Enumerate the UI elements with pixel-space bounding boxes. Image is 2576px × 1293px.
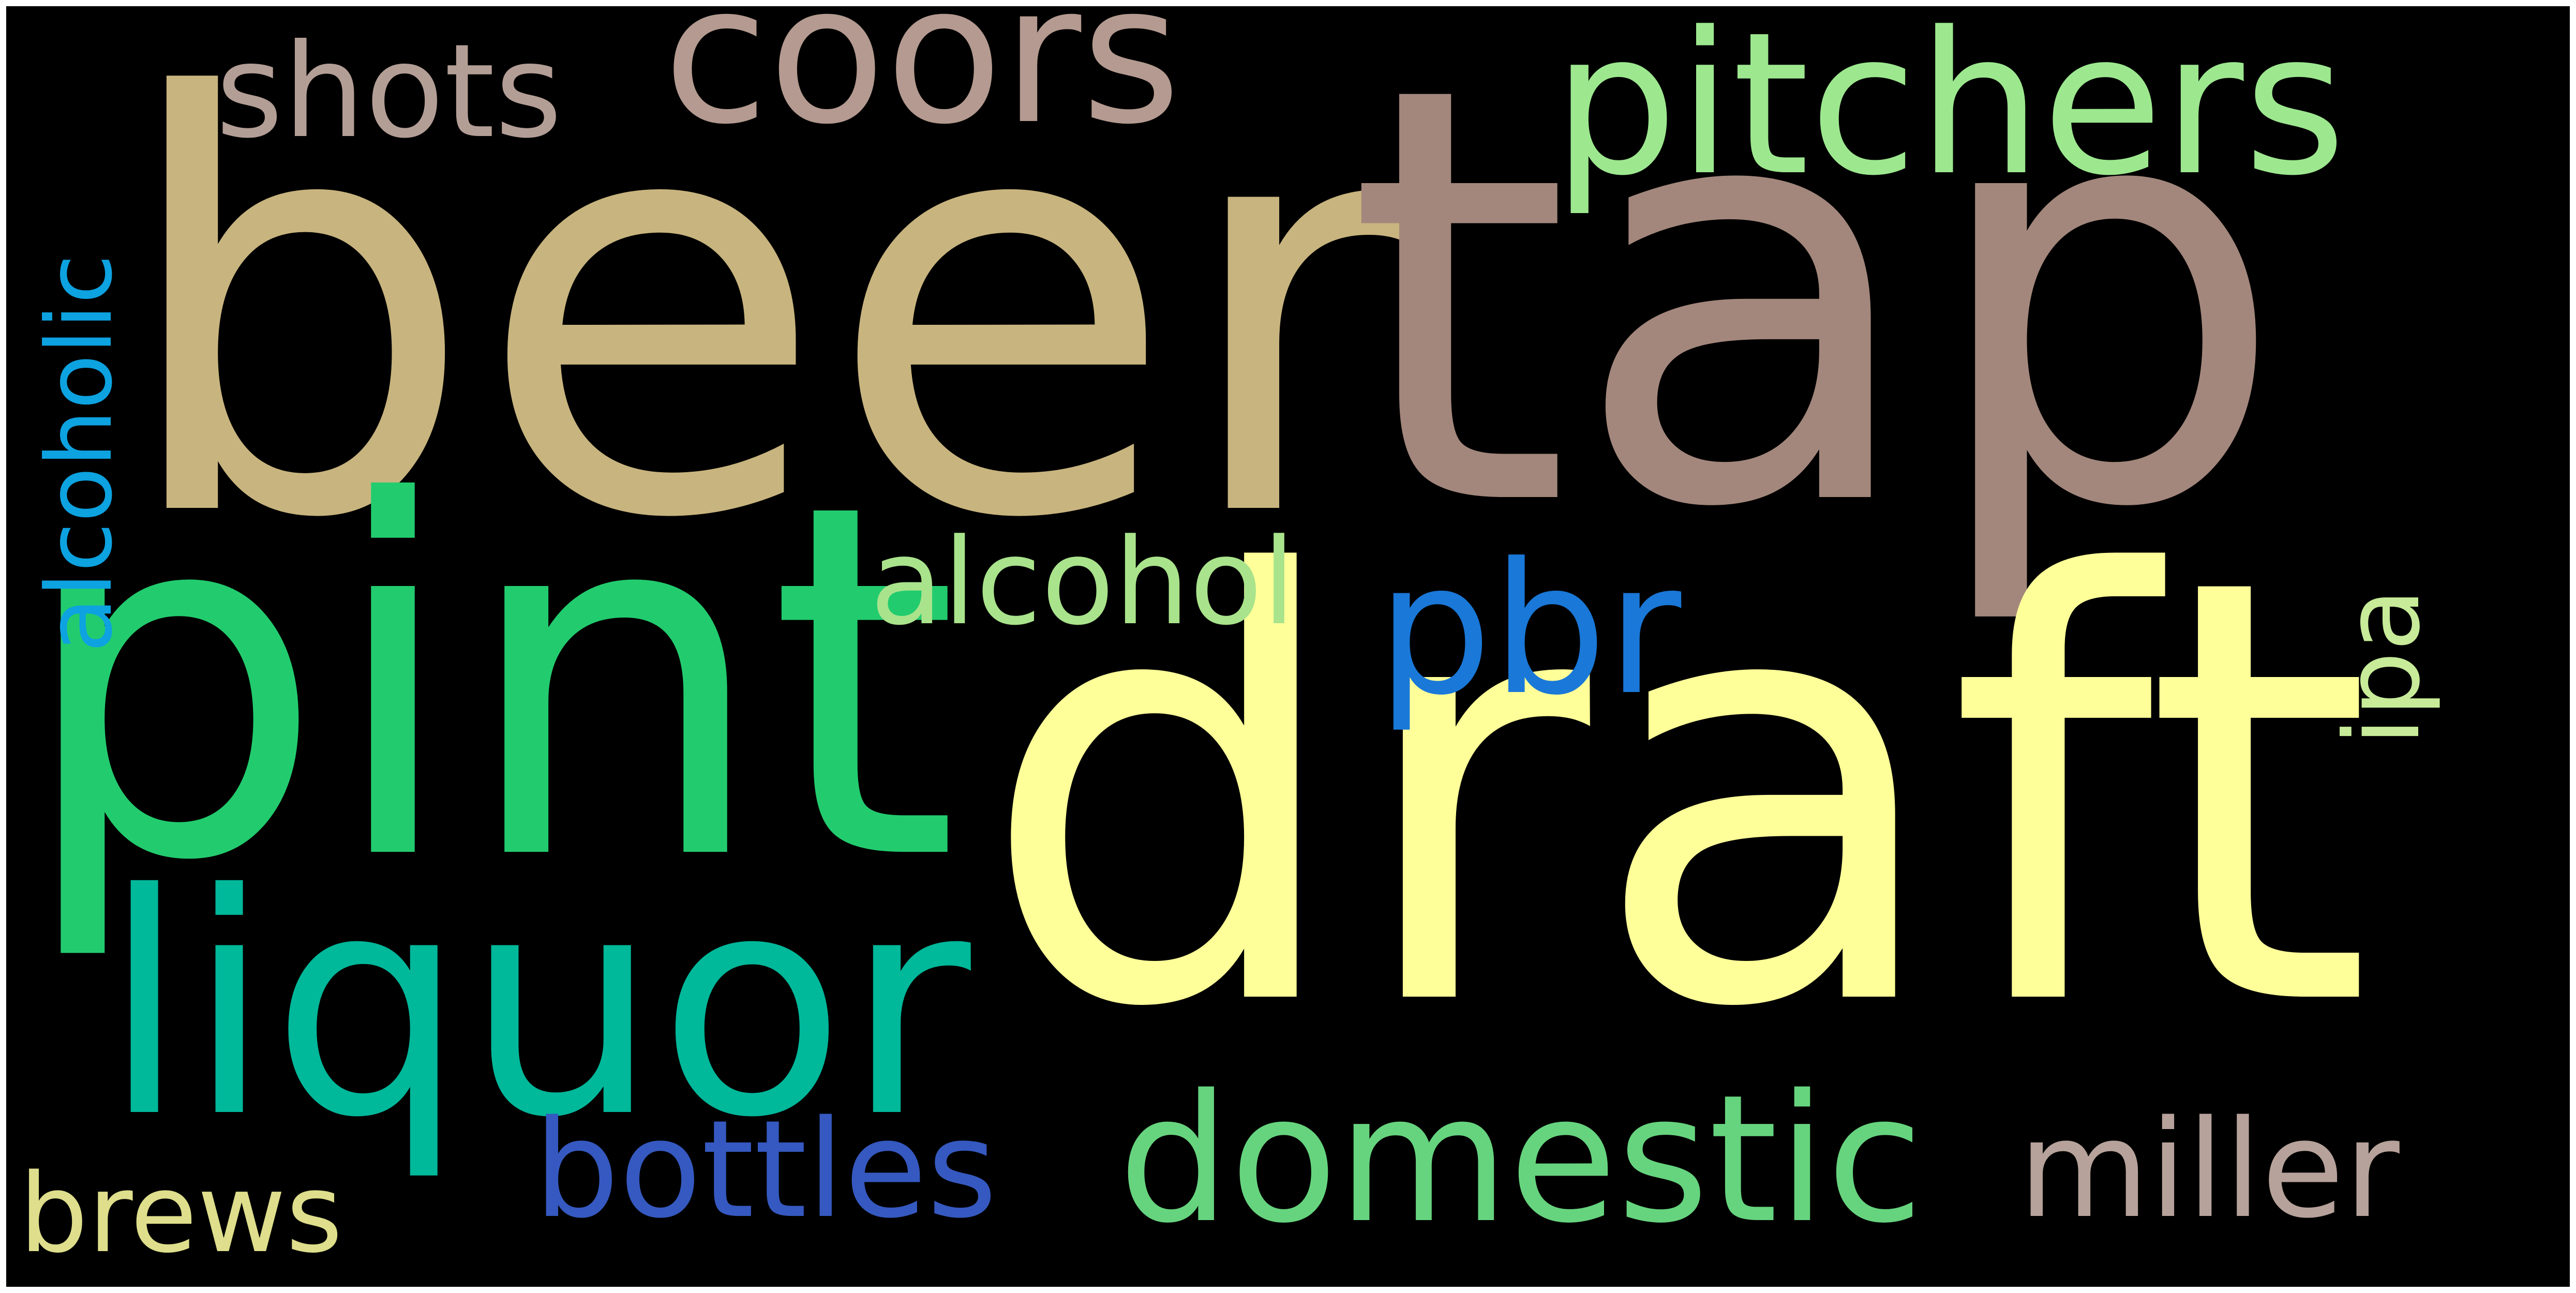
word-draft: draft (979, 455, 2373, 1135)
word-alcoholic: alcoholic (27, 254, 132, 653)
word-beer: beer (115, 6, 1411, 642)
word-pint: pint (17, 400, 960, 967)
word-pbr: pbr (1377, 524, 1682, 735)
word-brews: brews (19, 1150, 343, 1277)
word-cloud: beer tap draft pint liquor pitchers coor… (6, 6, 2570, 1287)
word-pitchers: pitchers (1553, 6, 2346, 219)
word-tap: tap (1346, 6, 2288, 633)
word-coors: coors (663, 6, 1181, 167)
word-domestic: domestic (1118, 1057, 1924, 1262)
word-miller: miller (2018, 1092, 2400, 1248)
word-shots: shots (216, 16, 562, 167)
word-bottles: bottles (534, 1092, 997, 1248)
word-alcohol: alcohol (870, 514, 1296, 652)
word-ipa: ipa (2323, 588, 2443, 746)
word-liquor: liquor (102, 829, 971, 1184)
